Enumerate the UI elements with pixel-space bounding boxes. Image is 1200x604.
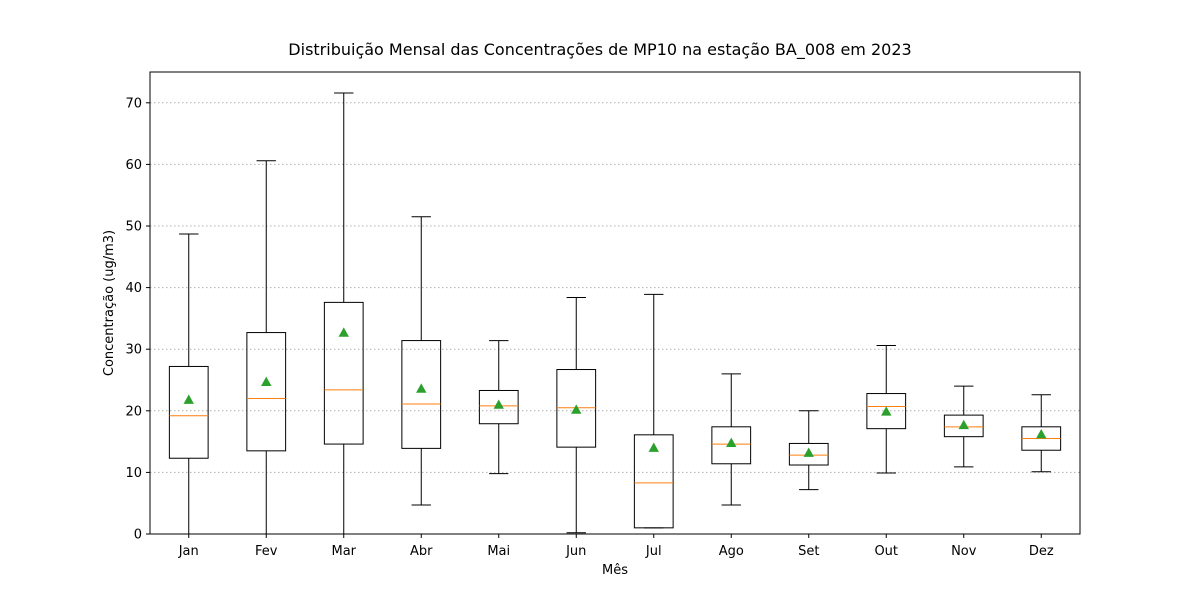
box-mar xyxy=(323,92,364,535)
box-ago xyxy=(711,373,752,506)
x-tick-label: Set xyxy=(798,544,819,559)
y-tick-label: 60 xyxy=(125,158,142,173)
x-tick-label: Ago xyxy=(719,544,744,559)
box-jun xyxy=(556,296,597,534)
y-tick-label: 10 xyxy=(125,466,142,481)
y-grid xyxy=(150,102,1080,535)
box-jan xyxy=(168,233,209,535)
box-fev xyxy=(246,160,287,535)
x-tick-label: Nov xyxy=(951,544,977,559)
box-set xyxy=(788,410,829,491)
x-tick-label: Mai xyxy=(487,544,510,559)
plot-frame xyxy=(149,71,1081,535)
box-dez xyxy=(1021,394,1062,473)
iqr-box xyxy=(478,389,519,425)
y-tick-label: 50 xyxy=(125,220,142,235)
x-tick-label: Jun xyxy=(565,544,586,559)
iqr-box xyxy=(401,340,442,449)
mean-marker xyxy=(571,404,582,414)
mean-marker xyxy=(1036,429,1047,439)
y-axis: 0 10 20 30 40 50 60 70 xyxy=(125,96,150,543)
x-tick-label: Mar xyxy=(331,544,356,559)
y-axis-label: Concentração (ug/m3) xyxy=(102,230,117,376)
x-tick-label: Dez xyxy=(1029,544,1054,559)
x-axis: Jan Fev Mar Abr Mai Jun Jul Ago Set Out Nov Dez xyxy=(178,534,1054,559)
y-tick-label: 0 xyxy=(134,528,142,543)
y-tick-label: 20 xyxy=(125,404,142,419)
x-tick-label: Fev xyxy=(255,544,278,559)
box-nov xyxy=(943,385,984,468)
boxes-layer xyxy=(168,92,1062,535)
mean-marker xyxy=(726,437,737,447)
box-mai xyxy=(478,340,519,475)
iqr-box xyxy=(556,369,597,448)
iqr-box xyxy=(168,365,209,459)
mean-marker xyxy=(803,447,814,457)
box-jul xyxy=(633,293,674,529)
mean-marker xyxy=(958,419,969,430)
iqr-box xyxy=(943,414,984,438)
x-axis-label: Mês xyxy=(602,563,628,578)
mean-marker xyxy=(416,383,427,393)
mean-marker xyxy=(648,442,659,452)
y-tick-label: 30 xyxy=(125,343,142,358)
chart-title: Distribuição Mensal das Concentrações de… xyxy=(288,40,911,60)
iqr-box xyxy=(633,434,674,529)
iqr-box xyxy=(788,442,829,466)
mean-marker xyxy=(493,399,504,409)
mean-marker xyxy=(183,394,194,404)
iqr-box xyxy=(866,393,907,430)
x-tick-label: Jan xyxy=(178,544,199,559)
box-out xyxy=(866,345,907,474)
mean-marker xyxy=(338,327,349,337)
x-tick-label: Out xyxy=(874,544,898,559)
x-tick-label: Abr xyxy=(410,544,433,559)
iqr-box xyxy=(711,426,752,465)
mean-marker xyxy=(261,376,272,387)
box-abr xyxy=(401,216,442,506)
y-tick-label: 70 xyxy=(125,96,142,111)
iqr-box xyxy=(323,301,364,445)
iqr-box xyxy=(246,332,287,452)
y-tick-label: 40 xyxy=(125,281,142,296)
mean-marker xyxy=(881,406,892,416)
x-tick-label: Jul xyxy=(645,544,662,559)
